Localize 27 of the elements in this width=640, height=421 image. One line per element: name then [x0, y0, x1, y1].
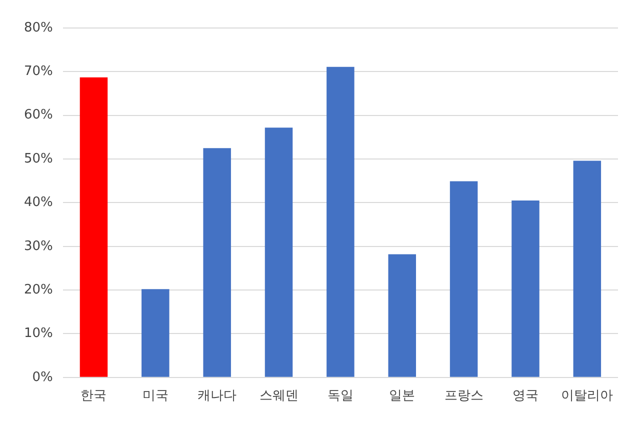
y-tick-label: 60%	[24, 108, 53, 123]
x-tick-label: 미국	[142, 388, 168, 404]
y-tick-label: 10%	[24, 326, 53, 342]
bar	[450, 181, 478, 377]
bar	[264, 128, 293, 377]
x-tick-label: 스웨덴	[259, 388, 298, 404]
bar	[80, 77, 108, 377]
bar	[326, 66, 354, 377]
x-tick-label: 한국	[80, 388, 107, 404]
y-tick-label: 50%	[24, 151, 53, 166]
x-tick-label: 캐나다	[198, 388, 237, 404]
x-tick-label: 독일	[327, 388, 354, 404]
x-tick-label: 영국	[512, 388, 538, 404]
bar	[203, 148, 231, 377]
bar	[142, 289, 170, 377]
y-tick-label: 0%	[32, 370, 53, 385]
y-tick-label: 20%	[24, 282, 53, 298]
x-tick-label: 프랑스	[444, 388, 484, 404]
bar	[388, 254, 416, 377]
bar	[573, 160, 602, 377]
x-tick-label: 일본	[389, 388, 416, 404]
y-tick-label: 80%	[24, 20, 53, 36]
bar	[512, 200, 540, 377]
y-tick-label: 70%	[24, 64, 53, 80]
x-tick-label: 이탈리아	[561, 388, 614, 404]
y-tick-label: 30%	[24, 238, 53, 254]
y-tick-label: 40%	[24, 195, 53, 210]
